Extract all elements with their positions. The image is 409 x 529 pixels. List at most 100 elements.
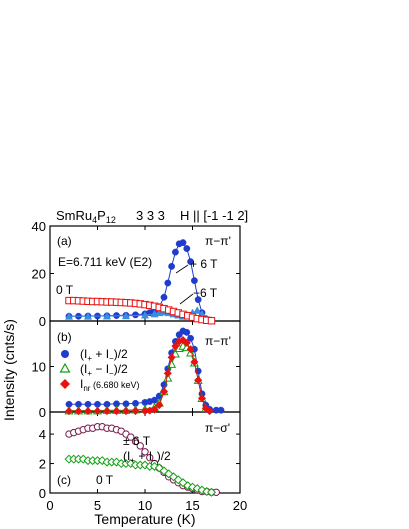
- data-point: [187, 334, 195, 342]
- panel-b-label: (b): [57, 330, 72, 344]
- minus-6t-pointer: [179, 293, 194, 305]
- zero-t-label-a: 0 T: [56, 283, 74, 297]
- x-tick-label: 10: [138, 498, 152, 513]
- data-point: [164, 279, 172, 287]
- data-point: [149, 461, 160, 471]
- data-point: [159, 387, 169, 396]
- panel-a-polarization: π−π': [205, 234, 231, 248]
- data-point: [190, 277, 198, 285]
- data-point: [132, 311, 139, 319]
- data-point: [163, 373, 173, 382]
- data-point: [155, 401, 164, 410]
- data-point: [127, 433, 135, 441]
- y-tick-label: 0: [39, 405, 46, 420]
- legend-diff: (I+ − I−)/2: [80, 362, 128, 378]
- data-point: [168, 262, 176, 270]
- data-point: [112, 407, 121, 416]
- data-point: [168, 472, 179, 482]
- y-tick-label: 0: [39, 314, 46, 329]
- data-point: [83, 407, 93, 416]
- legend-sum: (I+ + I−)/2: [80, 347, 128, 363]
- data-point: [167, 353, 176, 362]
- x-tick-label: 20: [233, 498, 247, 513]
- data-point: [136, 442, 144, 450]
- data-point: [205, 407, 214, 416]
- y-tick-label: 10: [32, 360, 46, 375]
- data-point: [64, 407, 74, 416]
- data-markers: [64, 239, 225, 497]
- data-point: [178, 336, 188, 345]
- data-point: [141, 448, 149, 456]
- y-tick-label: 20: [32, 267, 46, 282]
- x-axis-label: Temperature (K): [94, 511, 195, 527]
- legend-marker-nr: [60, 379, 70, 389]
- data-point: [170, 349, 180, 358]
- reflection-label: 3 3 3: [136, 208, 165, 223]
- data-point: [197, 485, 207, 495]
- panel-a-label: (a): [57, 234, 72, 248]
- data-point: [182, 338, 191, 347]
- panel-b-polarization: π−π': [205, 334, 231, 348]
- sum-label-c: (I+ + I−)/2: [123, 449, 171, 465]
- legend-marker-diff: [59, 362, 71, 373]
- data-point: [83, 312, 93, 320]
- y-tick-label: 40: [32, 219, 46, 234]
- y-tick-label: 4: [39, 427, 46, 442]
- panel-c-polarization: π−σ': [205, 421, 230, 435]
- x-tick-label: 15: [185, 498, 199, 513]
- data-point: [190, 357, 199, 367]
- data-point: [121, 407, 131, 416]
- legend-marker-sum: [61, 350, 69, 358]
- data-point: [131, 407, 140, 416]
- data-point: [111, 457, 122, 467]
- data-point: [206, 487, 217, 497]
- data-point: [164, 469, 174, 479]
- data-point: [192, 484, 202, 494]
- y-tick-label: 0: [39, 486, 46, 501]
- data-point: [154, 463, 164, 473]
- data-point: [193, 306, 202, 314]
- data-point: [179, 239, 187, 247]
- data-point: [64, 312, 74, 320]
- series-nr: [64, 336, 214, 416]
- data-point: [197, 394, 207, 403]
- data-point: [102, 407, 112, 416]
- x-tick-label: 0: [46, 498, 53, 513]
- data-point: [160, 293, 168, 301]
- y-tick-label: 2: [39, 457, 46, 472]
- energy-label: E=6.711 keV (E2): [58, 255, 152, 269]
- data-point: [150, 405, 159, 414]
- zero-t-label-c: 0 T: [96, 473, 114, 487]
- plus-6t-pointer: [175, 264, 189, 274]
- series-z0: [65, 296, 216, 325]
- data-point: [183, 245, 191, 252]
- series-p6: [65, 239, 214, 324]
- legend-nr: Inr (6.680 keV): [80, 377, 140, 393]
- data-point: [183, 328, 191, 336]
- data-point: [201, 404, 210, 413]
- data-point: [207, 317, 216, 325]
- data-point: [102, 311, 112, 320]
- panel-c-label: (c): [57, 473, 71, 487]
- data-point: [178, 478, 188, 488]
- figure-title: SmRu4P12: [56, 208, 116, 225]
- data-point: [194, 296, 202, 304]
- data-point: [140, 310, 150, 319]
- data-point: [74, 407, 83, 416]
- data-point: [163, 369, 172, 378]
- series-zero: [64, 454, 217, 497]
- data-point: [146, 453, 154, 462]
- data-point: [131, 437, 140, 446]
- data-point: [217, 406, 225, 414]
- x-tick-label: 5: [94, 498, 101, 513]
- minus-6t-label: −6 T: [193, 286, 218, 300]
- data-point: [194, 376, 203, 385]
- data-point: [93, 407, 102, 416]
- data-point: [186, 345, 195, 354]
- legend: (I+ + I−)/2 (I+ − I−)/2 Inr (6.680 keV): [59, 347, 140, 393]
- field-direction-label: H || [-1 -1 2]: [180, 208, 248, 223]
- data-point: [187, 258, 195, 266]
- data-point: [171, 248, 179, 256]
